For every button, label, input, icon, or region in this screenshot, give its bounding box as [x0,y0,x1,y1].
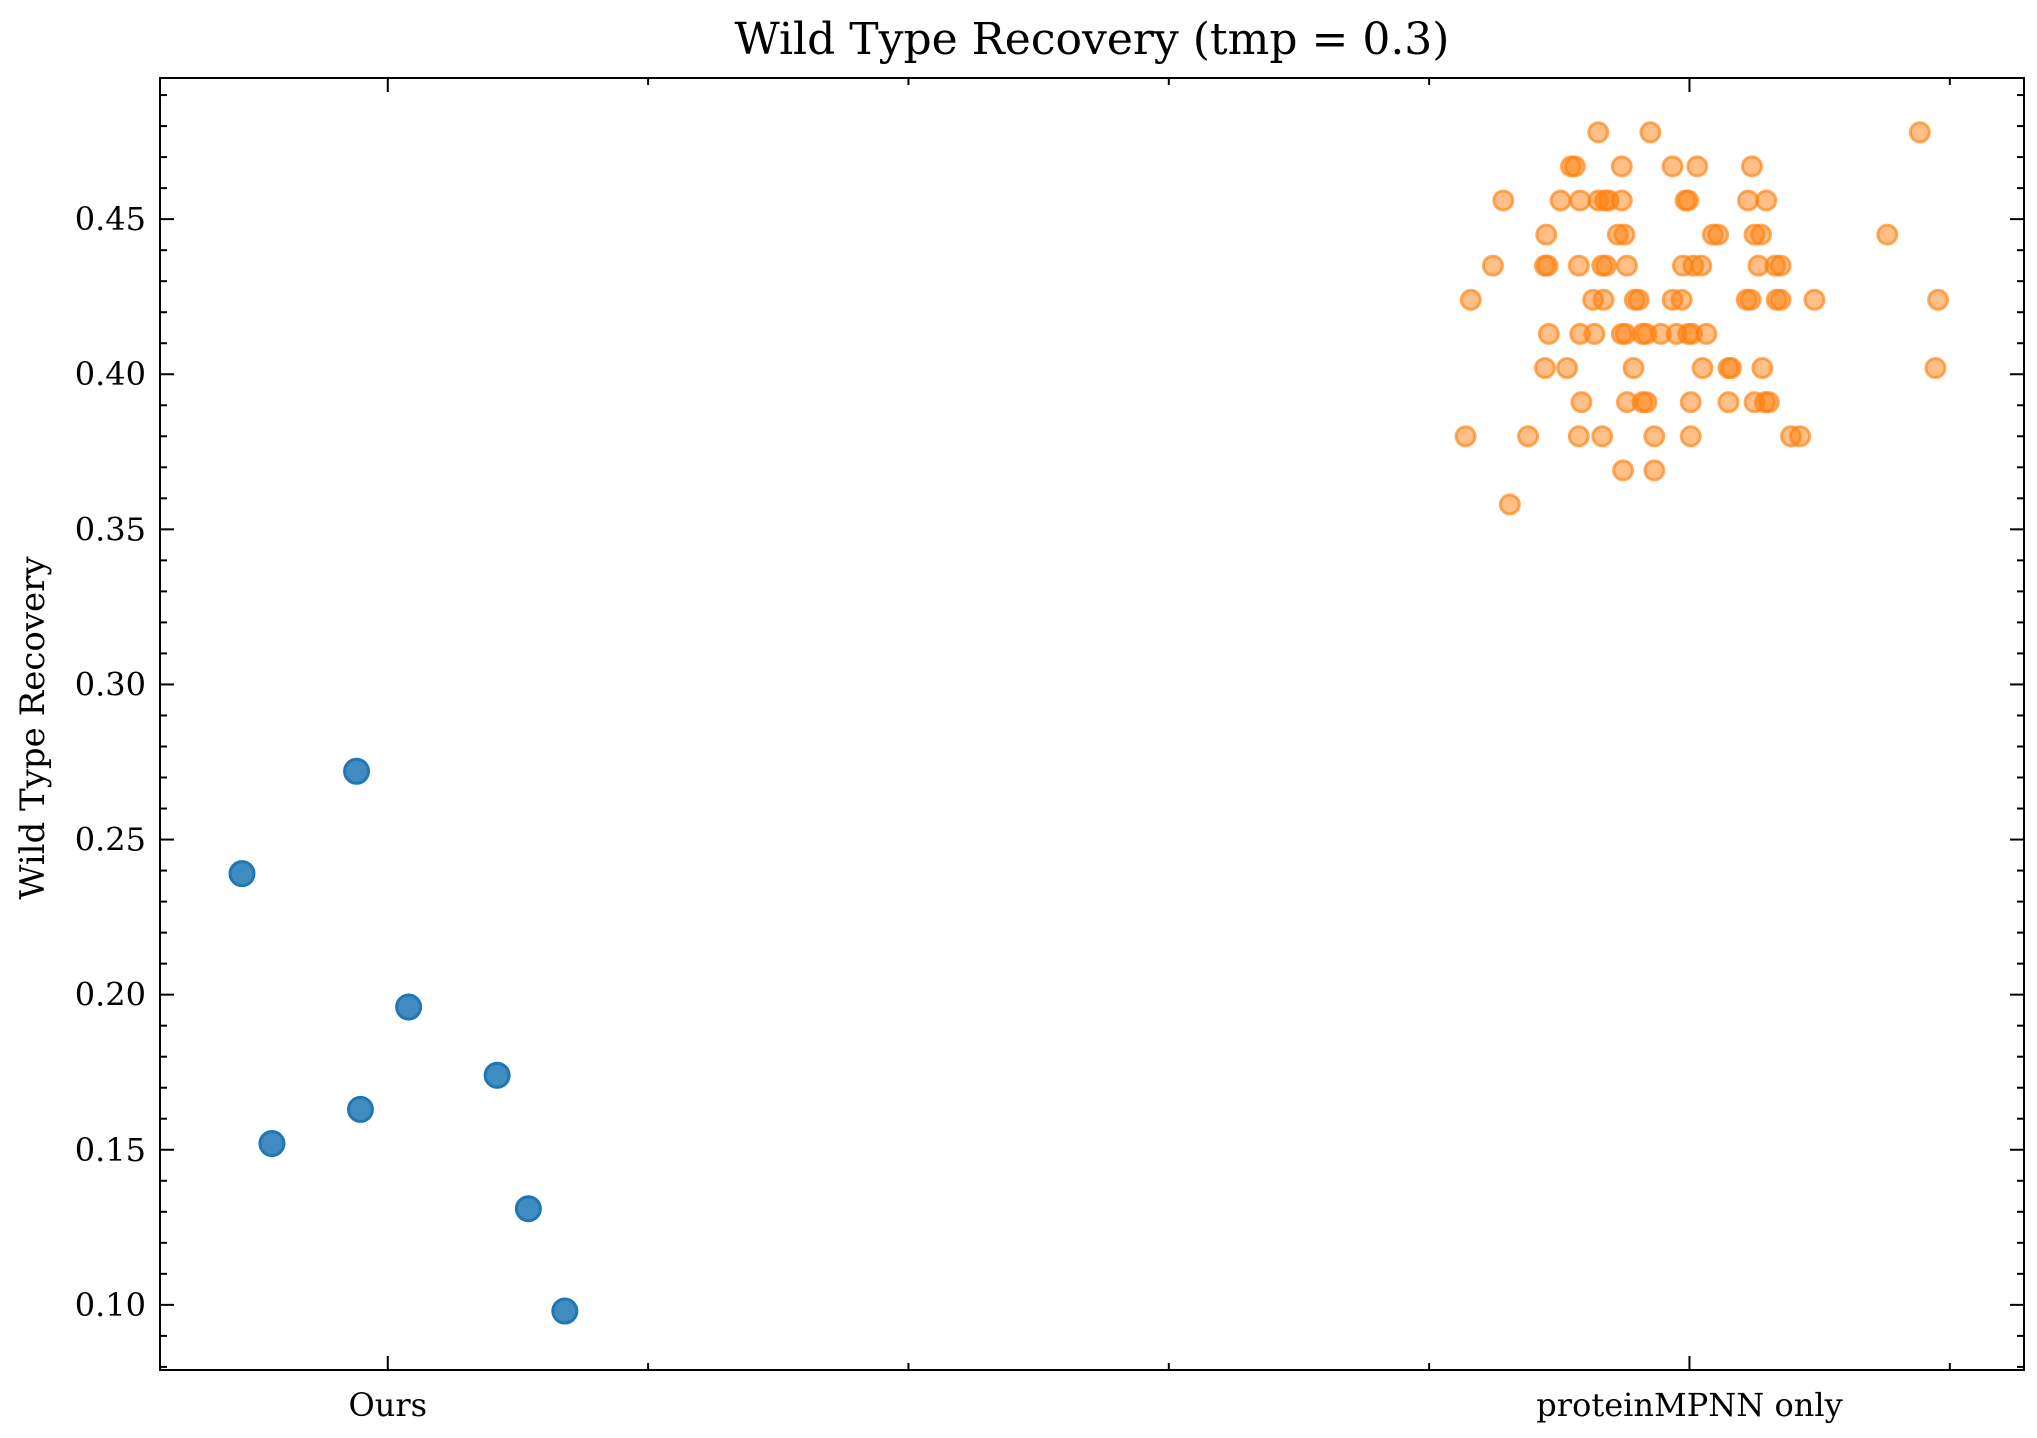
proteinmpnn-point [1610,155,1633,178]
proteinmpnn-point [1679,391,1702,414]
proteinmpnn-point [1789,425,1812,448]
ours-point [483,1061,511,1089]
y-tick-label: 0.15 [75,1131,146,1169]
proteinmpnn-point [1591,425,1614,448]
ours-point [346,1095,374,1123]
proteinmpnn-point [1537,322,1560,345]
ours-point [551,1297,579,1325]
tick-labels: 0.10 0.15 0.20 0.25 0.30 0.35 0.40 0.45 Ours prot… [75,200,1843,1424]
proteinmpnn-point [1481,254,1504,277]
proteinmpnn-point [1549,189,1572,212]
proteinmpnn-point [1587,121,1610,144]
proteinmpnn-point [1569,189,1592,212]
proteinmpnn-point [1517,425,1540,448]
proteinmpnn-point [1750,223,1773,246]
proteinmpnn-point [1612,459,1635,482]
proteinmpnn-point [1492,189,1515,212]
y-tick-label: 0.25 [75,821,146,859]
proteinmpnn-point [1643,425,1666,448]
ours-point [343,757,371,785]
proteinmpnn-point [1720,357,1743,380]
proteinmpnn-point [1454,425,1477,448]
proteinmpnn-point [1876,223,1899,246]
y-axis-label: Wild Type Recovery [13,556,53,900]
proteinmpnn-point [1737,189,1760,212]
proteinmpnn-point [1661,155,1684,178]
proteinmpnn-point [1707,223,1730,246]
proteinmpnn-point [1927,288,1950,311]
x-tick-label: proteinMPNN only [1536,1386,1842,1424]
proteinmpnn-point [1535,223,1558,246]
proteinmpnn-point [1908,121,1931,144]
proteinmpnn-point [1769,288,1792,311]
proteinmpnn-point [1635,391,1658,414]
y-tick-label: 0.30 [75,665,146,703]
x-tick-label: Ours [349,1386,428,1424]
proteinmpnn-point [1567,254,1590,277]
proteinmpnn-point [1595,254,1618,277]
proteinmpnn-point [1924,357,1947,380]
proteinmpnn-point [1695,322,1718,345]
proteinmpnn-point [1740,155,1763,178]
proteinmpnn-point [1769,254,1792,277]
y-tick-label: 0.35 [75,510,146,548]
proteinmpnn-point [1643,459,1666,482]
proteinmpnn-point [1592,288,1615,311]
y-tick-label: 0.45 [75,200,146,238]
proteinmpnn-point [1627,288,1650,311]
proteinmpnn-point [1691,357,1714,380]
proteinmpnn-point [1686,155,1709,178]
proteinmpnn-point [1567,425,1590,448]
axis-ticks [160,78,2024,1370]
proteinmpnn-point [1639,121,1662,144]
proteinmpnn-point [1717,391,1740,414]
proteinmpnn-point [1615,254,1638,277]
proteinmpnn-point [1677,189,1700,212]
proteinmpnn-point [1563,155,1586,178]
ours-point [258,1130,286,1158]
chart-title: Wild Type Recovery (tmp = 0.3) [735,14,1450,65]
proteinmpnn-point [1679,425,1702,448]
plot-frame [159,77,2025,1371]
proteinmpnn-point [1803,288,1826,311]
proteinmpnn-point [1556,357,1579,380]
proteinmpnn-point [1739,288,1762,311]
ours-point [395,993,423,1021]
proteinmpnn-point [1533,357,1556,380]
proteinmpnn-point [1583,322,1606,345]
proteinmpnn-point [1536,254,1559,277]
proteinmpnn-point [1757,391,1780,414]
proteinmpnn-point [1751,357,1774,380]
proteinmpnn-point [1613,223,1636,246]
data-points [228,121,1950,1325]
y-tick-label: 0.40 [75,355,146,393]
proteinmpnn-point [1755,189,1778,212]
proteinmpnn-point [1610,189,1633,212]
proteinmpnn-point [1690,254,1713,277]
proteinmpnn-point [1622,357,1645,380]
y-tick-label: 0.10 [75,1286,146,1324]
proteinmpnn-point [1570,391,1593,414]
ours-point [514,1195,542,1223]
ours-point [228,860,256,888]
proteinmpnn-point [1459,288,1482,311]
proteinmpnn-point [1670,288,1693,311]
proteinmpnn-point [1498,493,1521,516]
y-tick-label: 0.20 [75,976,146,1014]
